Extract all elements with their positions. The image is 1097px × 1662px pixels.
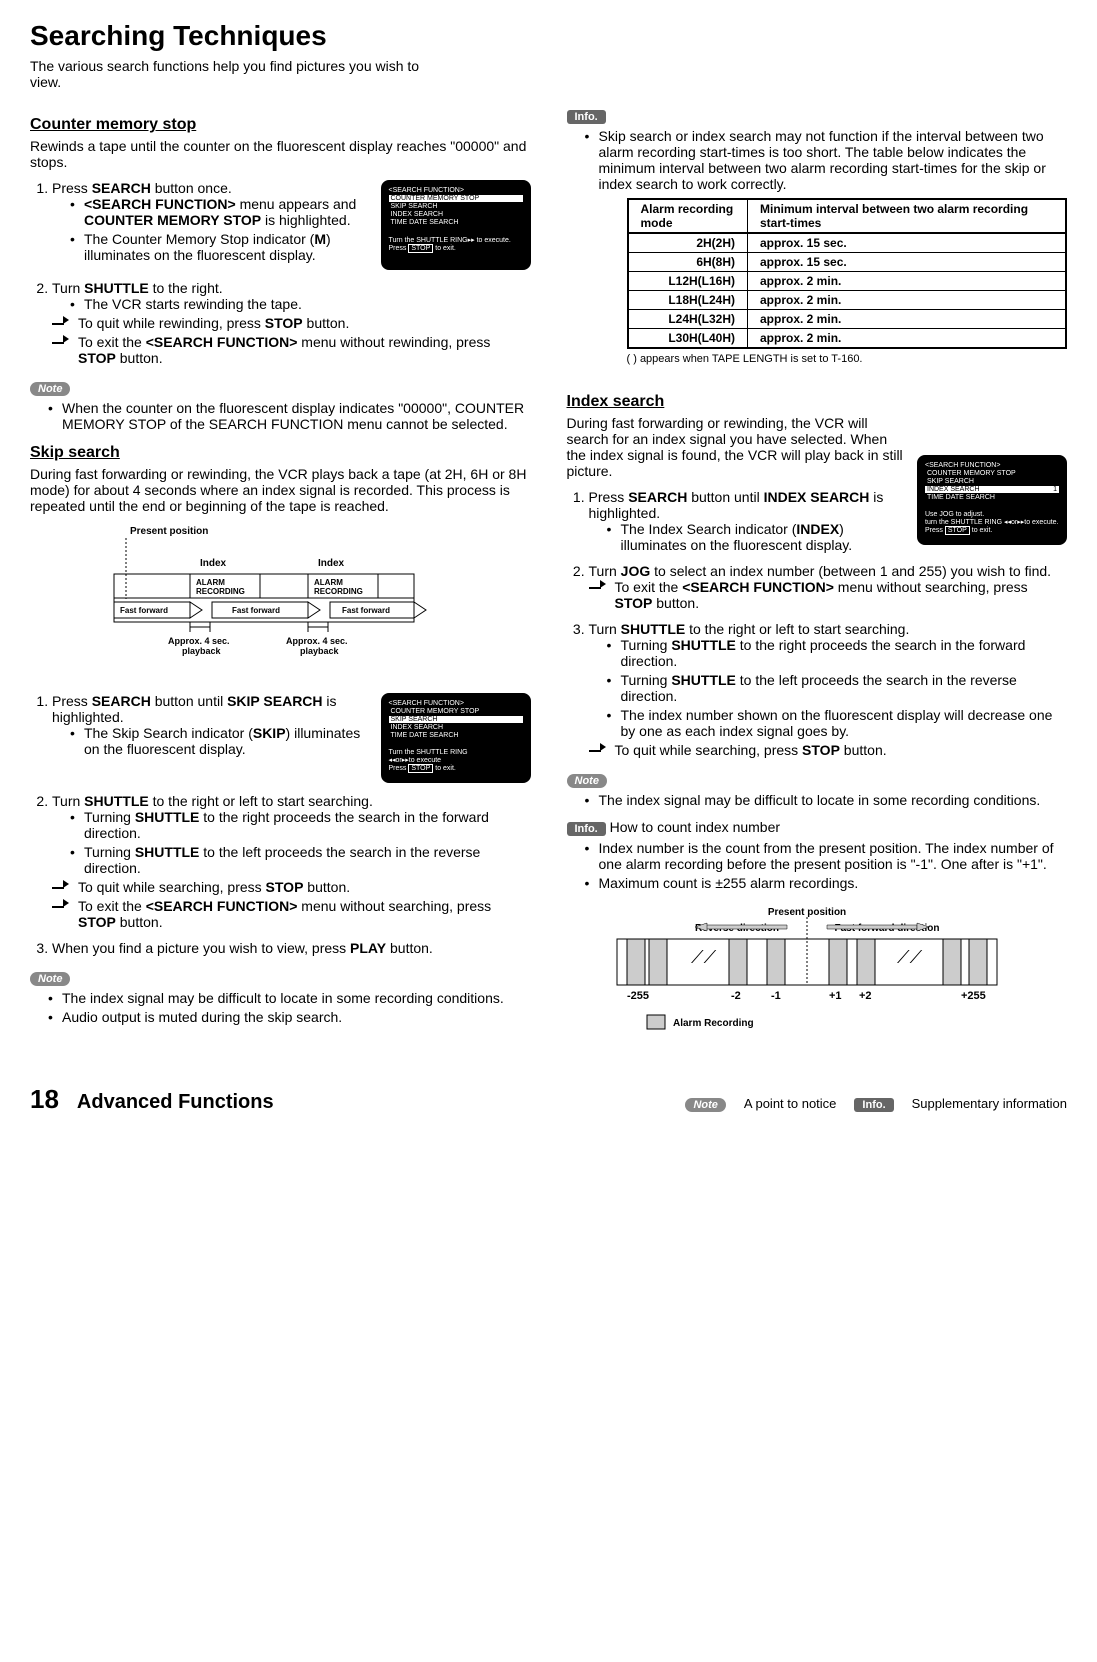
is-note1: The index signal may be difficult to loc… xyxy=(585,792,1068,808)
note-badge: Note xyxy=(30,382,70,396)
osd-skip-search: <SEARCH FUNCTION> COUNTER MEMORY STOP SK… xyxy=(381,693,531,783)
svg-text:Approx. 4 sec.: Approx. 4 sec. xyxy=(168,636,230,646)
skip-search-para: During fast forwarding or rewinding, the… xyxy=(30,466,531,514)
note-badge: Note xyxy=(567,774,607,788)
svg-text:Index: Index xyxy=(318,558,345,569)
svg-text:playback: playback xyxy=(182,646,222,656)
intro-text: The various search functions help you fi… xyxy=(30,58,450,90)
svg-text:Approx. 4 sec.: Approx. 4 sec. xyxy=(286,636,348,646)
right-column: Info. Skip search or index search may no… xyxy=(567,104,1068,1054)
svg-text:⟋⟋: ⟋⟋ xyxy=(691,947,717,967)
svg-text:ALARM: ALARM xyxy=(196,578,225,587)
cms-note: When the counter on the fluorescent disp… xyxy=(48,400,531,432)
svg-text:+1: +1 xyxy=(829,990,842,1002)
info-title: How to count index number xyxy=(610,819,780,835)
footer-note-text: A point to notice xyxy=(744,1096,837,1111)
cms-step1: Press SEARCH button once. <SEARCH FUNCTI… xyxy=(52,180,531,270)
svg-text:ALARM: ALARM xyxy=(314,578,343,587)
svg-text:RECORDING: RECORDING xyxy=(314,587,363,596)
osd-counter-memory: <SEARCH FUNCTION> COUNTER MEMORY STOP SK… xyxy=(381,180,531,270)
ss-step2: Turn SHUTTLE to the right or left to sta… xyxy=(52,793,531,930)
is-step3: Turn SHUTTLE to the right or left to sta… xyxy=(589,621,1068,758)
counter-memory-heading: Counter memory stop xyxy=(30,116,531,134)
osd-index-search: <SEARCH FUNCTION> COUNTER MEMORY STOP SK… xyxy=(917,455,1067,545)
svg-text:playback: playback xyxy=(300,646,340,656)
svg-text:⟋⟋: ⟋⟋ xyxy=(897,947,923,967)
footer-info-badge: Info. xyxy=(854,1098,893,1112)
svg-text:Fast forward: Fast forward xyxy=(232,606,280,615)
svg-text:-255: -255 xyxy=(627,990,649,1002)
footer-info-text: Supplementary information xyxy=(912,1096,1067,1111)
svg-text:+255: +255 xyxy=(961,990,986,1002)
counter-memory-para: Rewinds a tape until the counter on the … xyxy=(30,138,531,170)
page-title: Searching Techniques xyxy=(30,20,1067,52)
interval-table: Alarm recording modeMinimum interval bet… xyxy=(627,198,1068,349)
svg-text:Present position: Present position xyxy=(767,907,845,918)
svg-text:-1: -1 xyxy=(771,990,781,1002)
svg-text:RECORDING: RECORDING xyxy=(196,587,245,596)
svg-text:+2: +2 xyxy=(859,990,872,1002)
svg-text:Fast forward: Fast forward xyxy=(342,606,390,615)
cms-step2: Turn SHUTTLE to the right. The VCR start… xyxy=(52,280,531,366)
ss-note1: The index signal may be difficult to loc… xyxy=(48,990,531,1006)
left-column: Counter memory stop Rewinds a tape until… xyxy=(30,104,531,1054)
svg-text:Fast forward: Fast forward xyxy=(120,606,168,615)
info-badge: Info. xyxy=(567,822,606,836)
is-info1: Index number is the count from the prese… xyxy=(585,840,1068,872)
index-search-heading: Index search xyxy=(567,393,1068,411)
is-info2: Maximum count is ±255 alarm recordings. xyxy=(585,875,1068,891)
skip-search-diagram: Present position Index Index ALARM RECOR… xyxy=(70,524,531,677)
right-top-para: Skip search or index search may not func… xyxy=(585,128,1068,192)
ss-step3: When you find a picture you wish to view… xyxy=(52,940,531,956)
footer-section: Advanced Functions xyxy=(77,1091,668,1114)
index-search-para: During fast forwarding or rewinding, the… xyxy=(567,415,906,479)
is-step1: Press SEARCH button until INDEX SEARCH i… xyxy=(589,489,906,553)
svg-text:Index: Index xyxy=(200,558,227,569)
footer-note-badge: Note xyxy=(685,1098,725,1112)
page-number: 18 xyxy=(30,1084,59,1115)
ss-note2: Audio output is muted during the skip se… xyxy=(48,1009,531,1025)
svg-text:-2: -2 xyxy=(731,990,741,1002)
is-step2: Turn JOG to select an index number (betw… xyxy=(589,563,1068,611)
note-badge: Note xyxy=(30,972,70,986)
footer: 18 Advanced Functions Note A point to no… xyxy=(30,1084,1067,1115)
svg-text:Present position: Present position xyxy=(130,526,208,537)
ss-step1: Press SEARCH button until SKIP SEARCH is… xyxy=(52,693,531,783)
index-count-diagram: Present position Reverse direction Fast … xyxy=(607,903,1068,1046)
svg-text:Alarm Recording: Alarm Recording xyxy=(673,1018,754,1029)
table-note: ( ) appears when TAPE LENGTH is set to T… xyxy=(627,353,1068,365)
info-badge: Info. xyxy=(567,110,606,124)
skip-search-heading: Skip search xyxy=(30,444,531,462)
